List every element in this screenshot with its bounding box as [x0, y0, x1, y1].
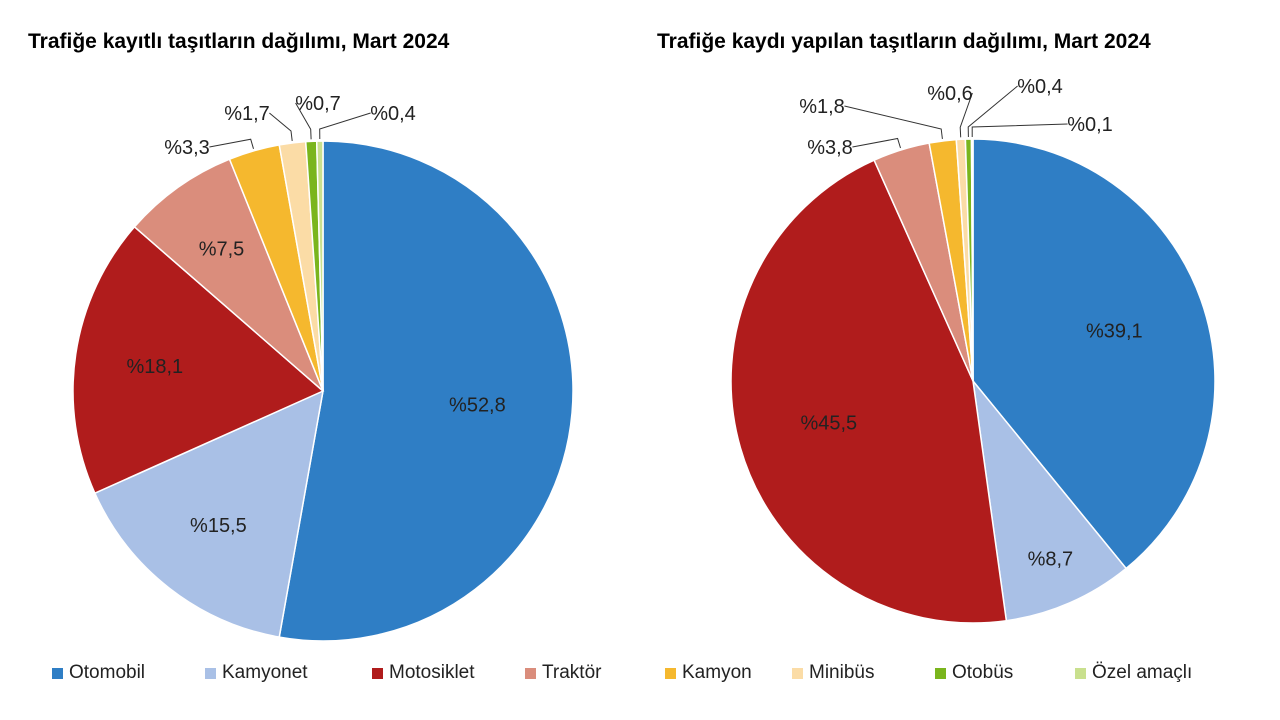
pie-slice-motosiklet: [72, 225, 325, 495]
leader-line-kamyon: [209, 138, 254, 149]
data-label-kamyon: %3,3: [164, 137, 210, 159]
pie-slice-ozel-amacli: [315, 140, 324, 392]
legend-label: Otobüs: [952, 662, 1014, 683]
data-label-minibus: %1,7: [224, 103, 270, 125]
legend-item-ozel-amacli: Özel amaçlı: [1075, 660, 1192, 686]
legend-label: Minibüs: [809, 662, 875, 683]
legend-item-traktor: Traktör: [525, 660, 601, 686]
data-label-otomobil: %52,8: [449, 395, 506, 417]
leader-line-otobus: [295, 102, 312, 140]
leader-line-minibus: [269, 112, 293, 141]
chart-title-right: Trafiğe kaydı yapılan taşıtların dağılım…: [657, 30, 1151, 53]
legend-swatch: [525, 667, 536, 679]
data-label-motosiklet: %45,5: [800, 412, 857, 434]
legend-item-kamyon: Kamyon: [665, 660, 752, 686]
pie-labels: %52,8 %15,5 %18,1 %7,5 %3,3 %1,7 %0,7 %0,4: [126, 93, 505, 537]
pie-labels: %39,1 %8,7 %45,5 %3,8 %1,8 %0,6 %0,4%0,1: [799, 76, 1142, 570]
pie-slice-otomobil: [972, 138, 1216, 570]
legend-label: Traktör: [542, 662, 602, 683]
data-label-ozel-amacli: %0,4: [370, 103, 416, 125]
data-label-kamyonet: %8,7: [1028, 548, 1074, 570]
legend-swatch: [935, 667, 946, 679]
pie-slices: [72, 140, 574, 642]
data-label-otomobil: %39,1: [1086, 321, 1143, 343]
data-label-traktor: %3,8: [807, 137, 853, 159]
data-label-kamyon: %1,8: [799, 96, 845, 118]
legend: Otomobil Kamyonet Motosiklet Traktör Kamyon M…: [0, 660, 1280, 686]
pie-slices: [730, 138, 1216, 624]
pie-slice-otomobil: [278, 140, 574, 642]
leader-line-kamyon: [844, 105, 943, 139]
legend-item-motosiklet: Motosiklet: [372, 660, 475, 686]
leader-line-otobus: [967, 85, 1018, 138]
legend-label: Özel amaçlı: [1092, 662, 1193, 683]
legend-item-otomobil: Otomobil: [52, 660, 145, 686]
legend-swatch: [665, 667, 676, 679]
legend-label: Kamyonet: [222, 662, 308, 683]
legend-label: Kamyon: [682, 662, 752, 683]
leader-line-minibus: [959, 92, 973, 138]
data-label-traktor: %7,5: [199, 239, 245, 261]
pie-slice-traktor: [133, 158, 324, 392]
data-label-kamyonet: %15,5: [190, 515, 247, 537]
legend-label: Motosiklet: [389, 662, 475, 683]
legend-label: Otomobil: [69, 662, 146, 683]
data-label-motosiklet: %18,1: [126, 356, 183, 378]
leader-line-ozel-amacli: [319, 112, 371, 140]
pie-slice-kamyonet: [971, 378, 1128, 622]
data-label-minibus: %0,6: [927, 83, 973, 105]
legend-swatch: [372, 667, 383, 679]
pie-slice-ozel-amacli: [970, 138, 974, 382]
pie-slice-kamyonet: [93, 389, 324, 639]
legend-swatch: [205, 667, 216, 679]
pie-right: %39,1 %8,7 %45,5 %3,8 %1,8 %0,6 %0,4%0,1: [730, 76, 1216, 624]
legend-item-kamyonet: Kamyonet: [205, 660, 308, 686]
legend-swatch: [792, 667, 803, 679]
pie-slice-motosiklet: [730, 159, 1008, 624]
leader-line-traktor: [852, 137, 901, 149]
legend-item-otobus: Otobüs: [935, 660, 1013, 686]
pie-left: %52,8 %15,5 %18,1 %7,5 %3,3 %1,7 %0,7 %0,4: [72, 93, 574, 642]
legend-swatch: [1075, 667, 1086, 679]
legend-swatch: [52, 667, 63, 679]
legend-item-minibus: Minibüs: [792, 660, 874, 686]
data-label-otobus: %0,4: [1017, 76, 1063, 98]
leader-line-ozel-amacli: [971, 123, 1068, 137]
chart-title-left: Trafiğe kayıtlı taşıtların dağılımı, Mar…: [28, 30, 450, 53]
data-label-otobus: %0,7: [295, 93, 341, 115]
data-label-ozel-amacli: %0,1: [1067, 114, 1113, 136]
